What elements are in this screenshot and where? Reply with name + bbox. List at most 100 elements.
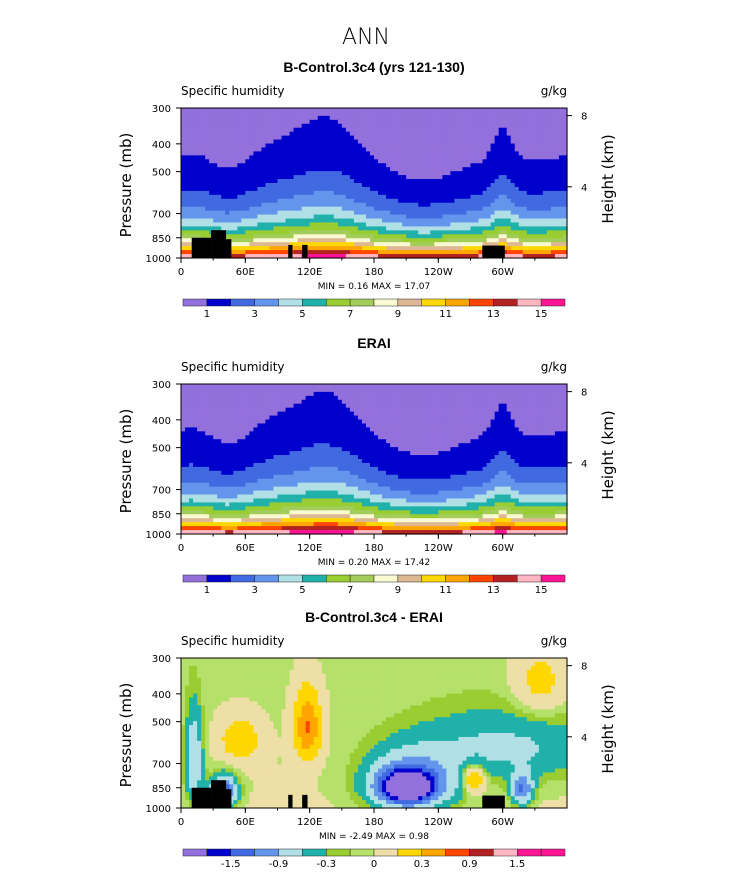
field-cell [558, 115, 564, 121]
field-cell [333, 198, 339, 204]
field-cell [374, 147, 379, 153]
field-cell [378, 238, 383, 243]
field-cell [474, 115, 480, 121]
field-cell [534, 407, 540, 413]
field-cell [494, 384, 500, 389]
field-cell [554, 202, 560, 208]
field-cell [526, 175, 532, 180]
field-cell [185, 198, 190, 204]
field-cell [257, 411, 263, 417]
field-cell [285, 179, 291, 184]
field-cell [542, 171, 548, 176]
field-cell [365, 427, 371, 432]
field-cell [197, 127, 202, 133]
field-cell [257, 139, 263, 145]
field-cell [382, 399, 387, 405]
field-cell [241, 127, 246, 133]
field-cell [289, 131, 295, 137]
field-cell [522, 238, 528, 243]
field-cell [337, 198, 343, 204]
field-cell [450, 391, 456, 397]
field-cell [514, 230, 520, 235]
field-cell [277, 230, 283, 235]
field-cell [514, 143, 520, 149]
field-cell [321, 399, 327, 405]
field-cell [410, 403, 415, 409]
field-cell [482, 214, 488, 220]
field-cell [430, 194, 435, 200]
field-cell [418, 403, 423, 409]
field-cell [325, 135, 331, 141]
field-cell [329, 226, 335, 231]
field-cell [321, 179, 327, 184]
field-cell [482, 127, 488, 133]
field-cell [486, 155, 492, 160]
field-cell [478, 159, 484, 164]
field-cell [470, 411, 476, 417]
field-cell [526, 139, 532, 145]
field-cell [233, 186, 238, 192]
field-cell [265, 214, 271, 220]
field-cell [466, 186, 472, 192]
field-cell [309, 171, 315, 176]
field-cell [221, 183, 226, 188]
field-cell [345, 399, 351, 405]
field-cell [317, 399, 323, 405]
field-cell [229, 151, 234, 156]
field-cell [337, 254, 343, 259]
field-cell [438, 407, 443, 413]
field-cell [386, 131, 391, 137]
field-cell [522, 167, 528, 172]
field-cell [466, 411, 472, 417]
field-cell [225, 159, 230, 164]
field-cell [386, 218, 391, 224]
field-cell [562, 230, 568, 235]
field-cell [446, 147, 451, 153]
field-cell [297, 175, 303, 180]
field-cell [365, 395, 371, 401]
field-cell [293, 202, 299, 208]
field-cell [562, 111, 568, 117]
field-cell [378, 218, 383, 224]
field-cell [538, 210, 544, 216]
field-cell [418, 155, 423, 160]
field-cell [414, 399, 419, 405]
field-cell [558, 194, 564, 200]
field-cell [213, 131, 218, 137]
field-cell [402, 163, 407, 168]
field-cell [530, 179, 536, 184]
field-cell [189, 179, 194, 184]
field-cell [470, 159, 476, 164]
field-cell [462, 222, 468, 228]
field-cell [534, 147, 540, 153]
field-cell [398, 135, 403, 141]
field-cell [526, 238, 532, 243]
field-cell [422, 194, 427, 200]
field-cell [297, 151, 303, 156]
field-cell [446, 234, 451, 239]
field-cell [430, 111, 435, 117]
field-cell [526, 254, 532, 259]
field-cell [269, 214, 275, 220]
field-cell [554, 151, 560, 156]
field-cell [229, 210, 234, 216]
field-cell [249, 179, 254, 184]
field-cell [325, 250, 331, 255]
field-cell [514, 246, 520, 251]
field-cell [394, 403, 399, 409]
field-cell [438, 186, 443, 192]
field-cell [233, 159, 238, 164]
field-cell [301, 186, 307, 192]
field-cell [418, 139, 423, 145]
field-cell [554, 135, 560, 141]
field-cell [514, 242, 520, 247]
field-cell [209, 190, 214, 196]
field-cell [273, 171, 279, 176]
field-cell [458, 147, 464, 153]
field-cell [434, 391, 439, 397]
field-cell [289, 175, 295, 180]
field-cell [438, 403, 443, 409]
field-cell [450, 183, 456, 188]
field-cell [209, 387, 214, 393]
field-cell [474, 411, 480, 417]
